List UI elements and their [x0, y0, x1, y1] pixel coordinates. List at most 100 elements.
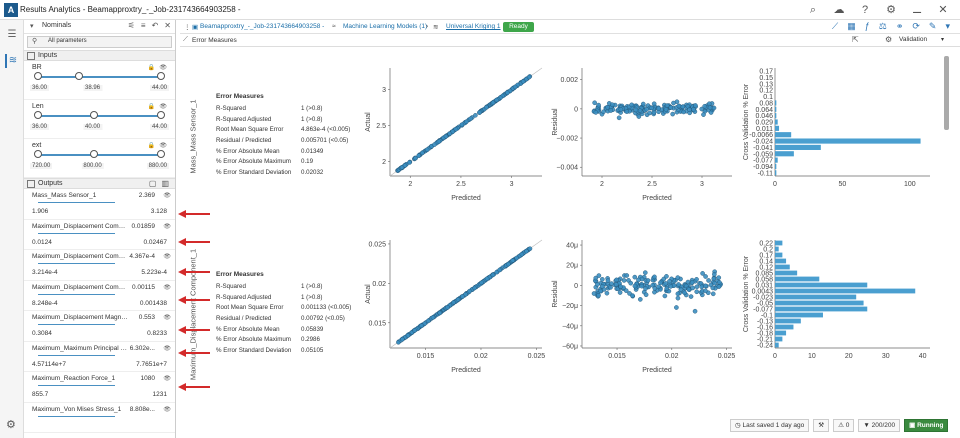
data-point: [668, 105, 674, 110]
expand-icon[interactable]: ⋮: [184, 24, 191, 31]
chart-icon[interactable]: ⟋: [831, 21, 839, 31]
inputs-section-header[interactable]: Inputs: [24, 50, 175, 61]
settings-icon[interactable]: ⚙: [886, 4, 896, 16]
input-current-value[interactable]: 40.00: [83, 124, 103, 130]
filter-icon[interactable]: ⚟: [127, 21, 135, 30]
collapse-icon[interactable]: [27, 180, 35, 188]
input-current-value[interactable]: 800.00: [81, 163, 104, 169]
all-parameters-select[interactable]: ⚲ All parameters: [27, 36, 172, 48]
workers-icon[interactable]: ⚒: [813, 419, 830, 432]
eye-icon[interactable]: 👁: [163, 345, 171, 352]
input-max-value[interactable]: 44.00: [149, 85, 169, 91]
cursor-tool-icon[interactable]: ⇱: [852, 35, 859, 44]
slider-value-handle[interactable]: [90, 111, 98, 119]
measure-value: 1 (>0.8): [301, 293, 323, 301]
input-ext[interactable]: ext 🔒 👁 720.00 800.00 880.00: [24, 139, 175, 178]
input-max-value[interactable]: 44.00: [149, 124, 169, 130]
vertical-scrollbar[interactable]: [944, 56, 949, 130]
output-item[interactable]: Maximum_Von Mises Stress_1 8.808e... 👁: [24, 403, 175, 433]
slider-max-handle[interactable]: [157, 111, 165, 119]
eye-icon[interactable]: 👁: [159, 104, 167, 110]
eye-icon[interactable]: 👁: [163, 315, 171, 321]
gear-icon[interactable]: ⚙: [6, 419, 16, 431]
slider-max-handle[interactable]: [157, 72, 165, 80]
edit-icon[interactable]: ✎: [928, 21, 937, 31]
chevron-down-icon[interactable]: ▾: [941, 37, 945, 43]
document-icon[interactable]: ▢: [148, 179, 157, 188]
list-icon[interactable]: ≡: [140, 21, 146, 30]
y-tick-label: 0.22: [759, 241, 773, 248]
close-icon[interactable]: ✕: [938, 4, 948, 16]
network-icon[interactable]: ⚭: [895, 21, 904, 31]
slider-track[interactable]: [38, 115, 161, 117]
validation-icon[interactable]: ⚙: [885, 35, 893, 44]
input-len[interactable]: Len 🔒 👁 36.00 40.00 44.00: [24, 100, 175, 139]
eye-icon[interactable]: 👁: [163, 193, 171, 199]
slider-min-handle[interactable]: [34, 150, 42, 158]
chevron-down-icon[interactable]: ▾: [945, 21, 950, 31]
slider-min-handle[interactable]: [34, 72, 42, 80]
chevron-down-icon[interactable]: ▾: [30, 23, 34, 30]
error-count-text: 0: [845, 422, 850, 429]
eye-icon[interactable]: 👁: [163, 223, 171, 230]
close-panel-icon[interactable]: ✕: [164, 21, 171, 30]
minimize-icon[interactable]: ⚊: [912, 4, 922, 16]
search-icon[interactable]: ⌕: [809, 4, 817, 16]
cloud-icon[interactable]: ☁: [833, 4, 845, 16]
eye-icon[interactable]: 👁: [163, 376, 171, 382]
output-item[interactable]: Maximum_Displacement Compo... 0.01859 👁 0.0…: [24, 220, 175, 250]
eye-icon[interactable]: 👁: [163, 284, 171, 291]
lock-icon[interactable]: 🔒: [147, 143, 156, 149]
output-item[interactable]: Mass_Mass Sensor_1 2.369 👁 1.906 3.128: [24, 189, 175, 220]
collapse-icon[interactable]: [27, 52, 35, 60]
error-count[interactable]: ⚠ 0: [833, 419, 855, 432]
y-tick-label: 0: [574, 283, 578, 290]
analytics-icon[interactable]: ≋: [5, 54, 19, 68]
slider-value-handle[interactable]: [90, 150, 98, 158]
input-current-value[interactable]: 38.96: [83, 85, 103, 91]
refresh-icon[interactable]: ⟳: [912, 21, 920, 31]
lock-icon[interactable]: 🔒: [147, 104, 156, 110]
input-br[interactable]: BR 🔒 👁 36.00 38.96 44.00: [24, 61, 175, 100]
slider-value-handle[interactable]: [75, 72, 84, 80]
outputs-section-header[interactable]: Outputs ▢ ▥: [24, 178, 175, 189]
columns-icon[interactable]: ▥: [161, 179, 169, 188]
data-point: [599, 284, 605, 289]
output-item[interactable]: Maximum_Displacement Magnit... 0.553 👁 0.30…: [24, 311, 175, 342]
output-item[interactable]: Maximum_Displacement Compo... 0.00115 👁 8.2…: [24, 281, 175, 311]
running-badge[interactable]: ▣ Running: [904, 419, 949, 432]
lock-icon[interactable]: 🔒: [147, 65, 156, 71]
slider-track[interactable]: [38, 154, 161, 156]
breadcrumb-kriging[interactable]: Universal Kriging 1: [446, 23, 501, 30]
data-point: [595, 282, 600, 287]
output-item[interactable]: Maximum_Maximum Principal Str... 6.302e..…: [24, 342, 175, 372]
breadcrumb-job[interactable]: Beamapproxtry_-_Job-231743664903258 -: [200, 23, 325, 30]
function-icon[interactable]: ƒ: [864, 21, 870, 31]
eye-icon[interactable]: 👁: [159, 65, 167, 71]
undo-icon[interactable]: ↶: [151, 21, 159, 30]
output-item[interactable]: Maximum_Displacement Compo... 4.367e-4 👁 3.…: [24, 250, 175, 281]
output-current-value: 2.369: [138, 192, 155, 199]
run-count[interactable]: ▼ 200/200: [858, 419, 901, 432]
input-max-value[interactable]: 880.00: [146, 163, 169, 169]
input-min-value[interactable]: 36.00: [30, 124, 50, 130]
input-min-value[interactable]: 720.00: [30, 163, 53, 169]
outputs-label: Outputs: [38, 180, 63, 187]
eye-icon[interactable]: 👁: [159, 143, 167, 149]
list-view-icon[interactable]: ☰: [7, 29, 17, 40]
slider-max-handle[interactable]: [157, 150, 165, 158]
help-icon[interactable]: ?: [861, 4, 869, 16]
table-icon[interactable]: ▦: [847, 21, 856, 31]
measure-value: 0.05105: [301, 346, 324, 354]
slider-track[interactable]: [38, 76, 161, 78]
eye-icon[interactable]: 👁: [163, 254, 171, 260]
slider-min-handle[interactable]: [34, 111, 42, 119]
validation-select[interactable]: Validation: [899, 36, 928, 43]
breadcrumb-models[interactable]: Machine Learning Models (1): [343, 23, 428, 30]
data-point: [459, 122, 465, 128]
eye-icon[interactable]: 👁: [163, 406, 171, 413]
input-min-value[interactable]: 36.00: [30, 85, 50, 91]
sensitivity-icon[interactable]: ⚖: [878, 21, 887, 31]
error-measures-bar: ⟋ Error Measures ⇱ ⚙ Validation ▾: [180, 34, 960, 47]
output-item[interactable]: Maximum_Reaction Force_1 1080 👁 855.7 1231: [24, 372, 175, 403]
